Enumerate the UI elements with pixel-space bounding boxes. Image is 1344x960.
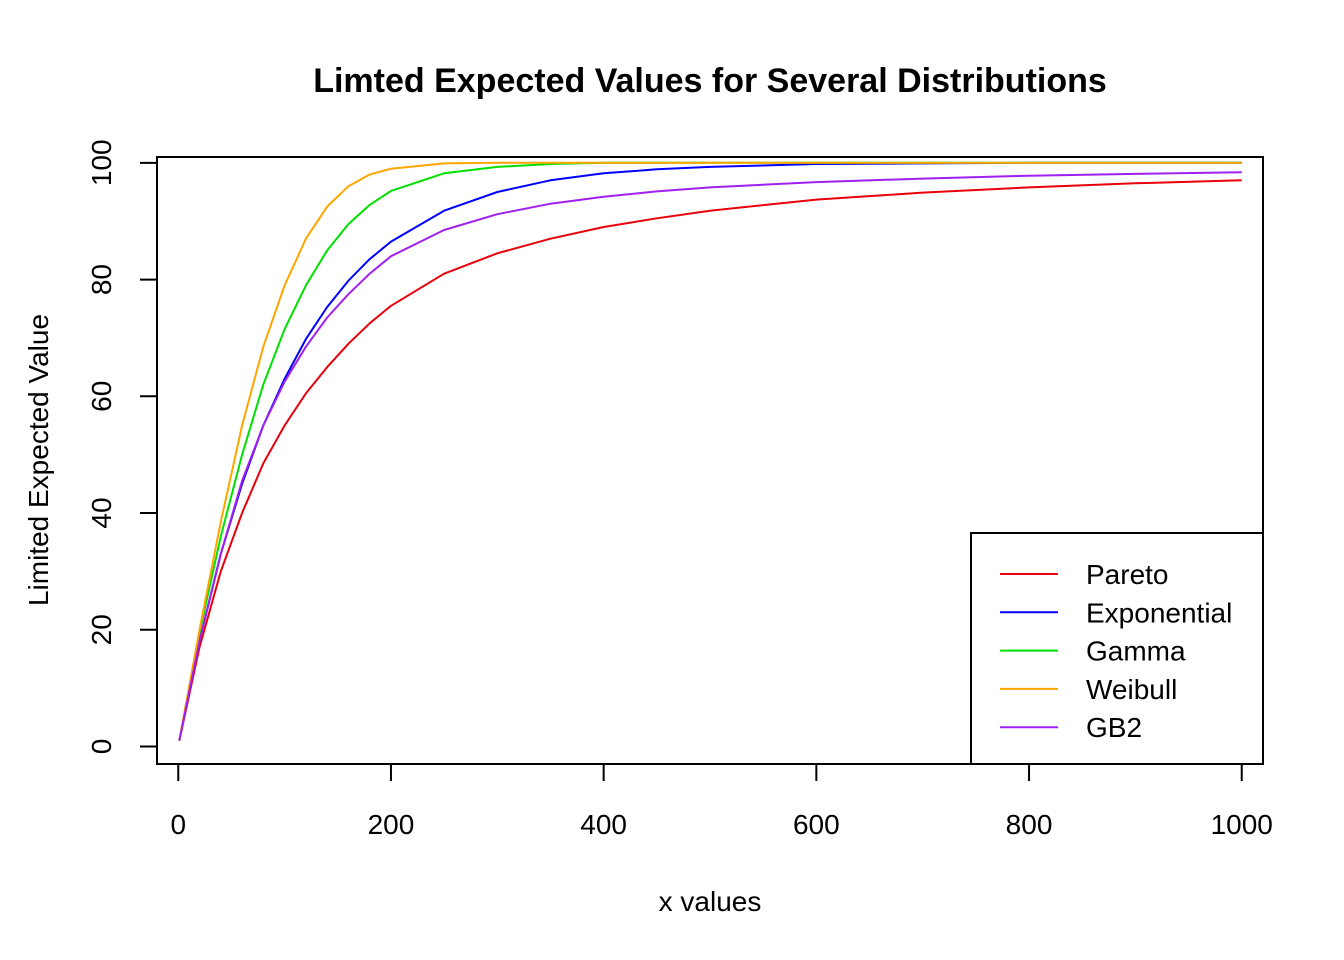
series-line-weibull — [178, 161, 1242, 741]
legend-label-weibull: Weibull — [1086, 674, 1177, 705]
y-axis: 0 20 40 60 80 100 — [86, 139, 157, 754]
legend-box — [970, 532, 1264, 765]
series-line-gb2 — [178, 171, 1242, 741]
x-tick-label: 0 — [170, 809, 186, 840]
plot-area — [156, 156, 1264, 765]
legend-label-gb2: GB2 — [1086, 712, 1142, 743]
x-axis-label: x values — [659, 886, 762, 917]
chart-title: Limted Expected Values for Several Distr… — [313, 62, 1107, 100]
y-tick-label: 20 — [86, 614, 117, 645]
y-tick-label: 60 — [86, 381, 117, 412]
x-tick-label: 600 — [793, 809, 840, 840]
y-tick-label: 80 — [86, 264, 117, 295]
y-tick-label: 40 — [86, 497, 117, 528]
y-tick-label: 0 — [86, 739, 117, 755]
legend-label-gamma: Gamma — [1086, 636, 1186, 667]
x-axis: 0 200 400 600 800 1000 — [170, 764, 1273, 840]
x-tick-label: 200 — [368, 809, 415, 840]
plot-frame — [156, 156, 1264, 765]
x-tick-label: 400 — [580, 809, 627, 840]
x-tick-label: 800 — [1006, 809, 1053, 840]
legend-label-pareto: Pareto — [1086, 559, 1169, 590]
legend: Pareto Exponential Gamma Weibull GB2 — [970, 532, 1264, 765]
x-tick-label: 1000 — [1211, 809, 1273, 840]
legend-label-exponential: Exponential — [1086, 597, 1232, 628]
y-axis-label: Limited Expected Value — [23, 314, 54, 606]
y-tick-label: 100 — [86, 139, 117, 186]
series-line-pareto — [178, 179, 1242, 741]
